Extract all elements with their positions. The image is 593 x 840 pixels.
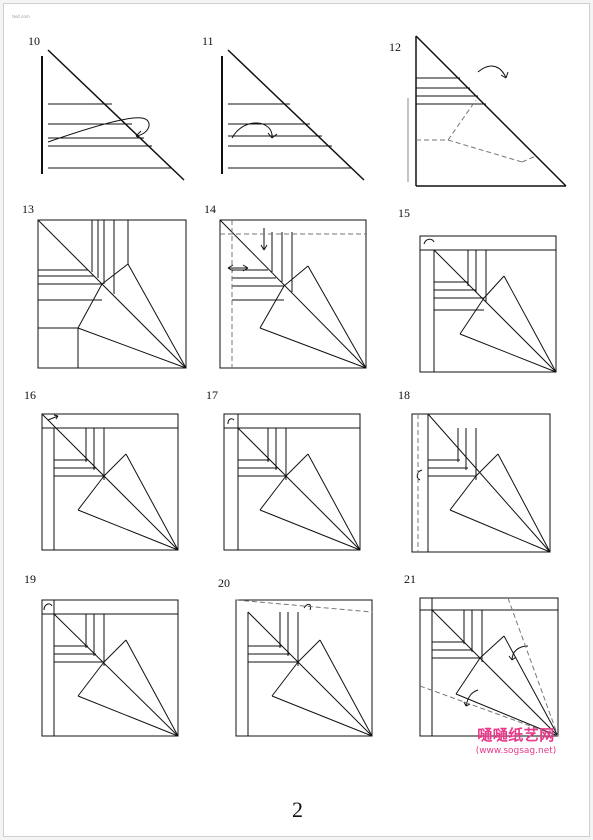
page-number: 2 <box>292 797 303 822</box>
diagram-step-17 <box>223 413 361 551</box>
diagram-step-20 <box>235 599 373 737</box>
diagram-step-21 <box>419 597 559 737</box>
page: text.com 10 11 12 13 14 15 16 17 18 19 2… <box>3 3 590 837</box>
step-number-19: 19 <box>24 572 36 586</box>
diagram-step-14 <box>219 219 367 369</box>
step-number-11: 11 <box>202 34 214 48</box>
diagram-step-15 <box>419 235 557 373</box>
step-number-20: 20 <box>218 576 230 590</box>
header-tiny-text: text.com <box>12 14 30 19</box>
diagram-step-10 <box>41 49 185 181</box>
diagram-step-11 <box>221 49 365 181</box>
step-number-12: 12 <box>389 40 401 54</box>
step-number-15: 15 <box>398 206 410 220</box>
watermark-url: (www.sogsag.net) <box>475 746 557 756</box>
watermark-logo: 嗵嗵纸艺网 <box>477 726 555 744</box>
step-number-17: 17 <box>206 388 218 402</box>
diagram-step-12 <box>407 35 567 187</box>
step-number-13: 13 <box>22 202 34 216</box>
watermark: 嗵嗵纸艺网 (www.sogsag.net) <box>460 724 572 756</box>
diagram-step-13 <box>37 219 187 369</box>
step-number-16: 16 <box>24 388 36 402</box>
step-number-10: 10 <box>28 34 40 48</box>
step-number-18: 18 <box>398 388 410 402</box>
diagram-step-18 <box>411 413 551 553</box>
step-number-14: 14 <box>204 202 216 216</box>
diagram-step-16 <box>41 413 179 551</box>
diagram-step-19 <box>41 599 179 737</box>
step-number-21: 21 <box>404 572 416 586</box>
